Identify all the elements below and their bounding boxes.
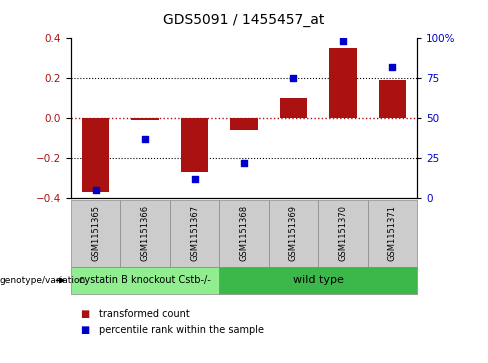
Point (388, 64, 396, 70)
Bar (230, 118, 258, 130)
Bar (379, 80, 406, 118)
Text: wild type: wild type (293, 276, 344, 285)
Text: cystatin B knockout Cstb-/-: cystatin B knockout Cstb-/- (79, 276, 211, 285)
Text: genotype/variation: genotype/variation (0, 276, 86, 285)
Text: transformed count: transformed count (99, 309, 190, 319)
Point (289, 75, 297, 81)
Text: GSM1151371: GSM1151371 (388, 205, 397, 261)
Point (92, 187, 100, 193)
Point (339, 38, 347, 44)
Bar (329, 48, 357, 118)
Text: GSM1151369: GSM1151369 (289, 205, 298, 261)
Point (240, 160, 248, 166)
Bar (181, 118, 208, 172)
Point (141, 136, 149, 142)
Text: ■: ■ (81, 309, 90, 319)
Bar (131, 118, 159, 120)
Text: GSM1151368: GSM1151368 (240, 205, 248, 261)
Text: GSM1151370: GSM1151370 (339, 205, 347, 261)
Bar (82, 118, 109, 192)
Bar (280, 98, 307, 118)
Text: GDS5091 / 1455457_at: GDS5091 / 1455457_at (163, 13, 325, 27)
Text: GSM1151367: GSM1151367 (190, 205, 199, 261)
Text: ■: ■ (81, 325, 90, 335)
Text: GSM1151366: GSM1151366 (141, 205, 149, 261)
Text: percentile rank within the sample: percentile rank within the sample (99, 325, 264, 335)
Text: GSM1151365: GSM1151365 (91, 205, 100, 261)
Point (191, 176, 199, 182)
